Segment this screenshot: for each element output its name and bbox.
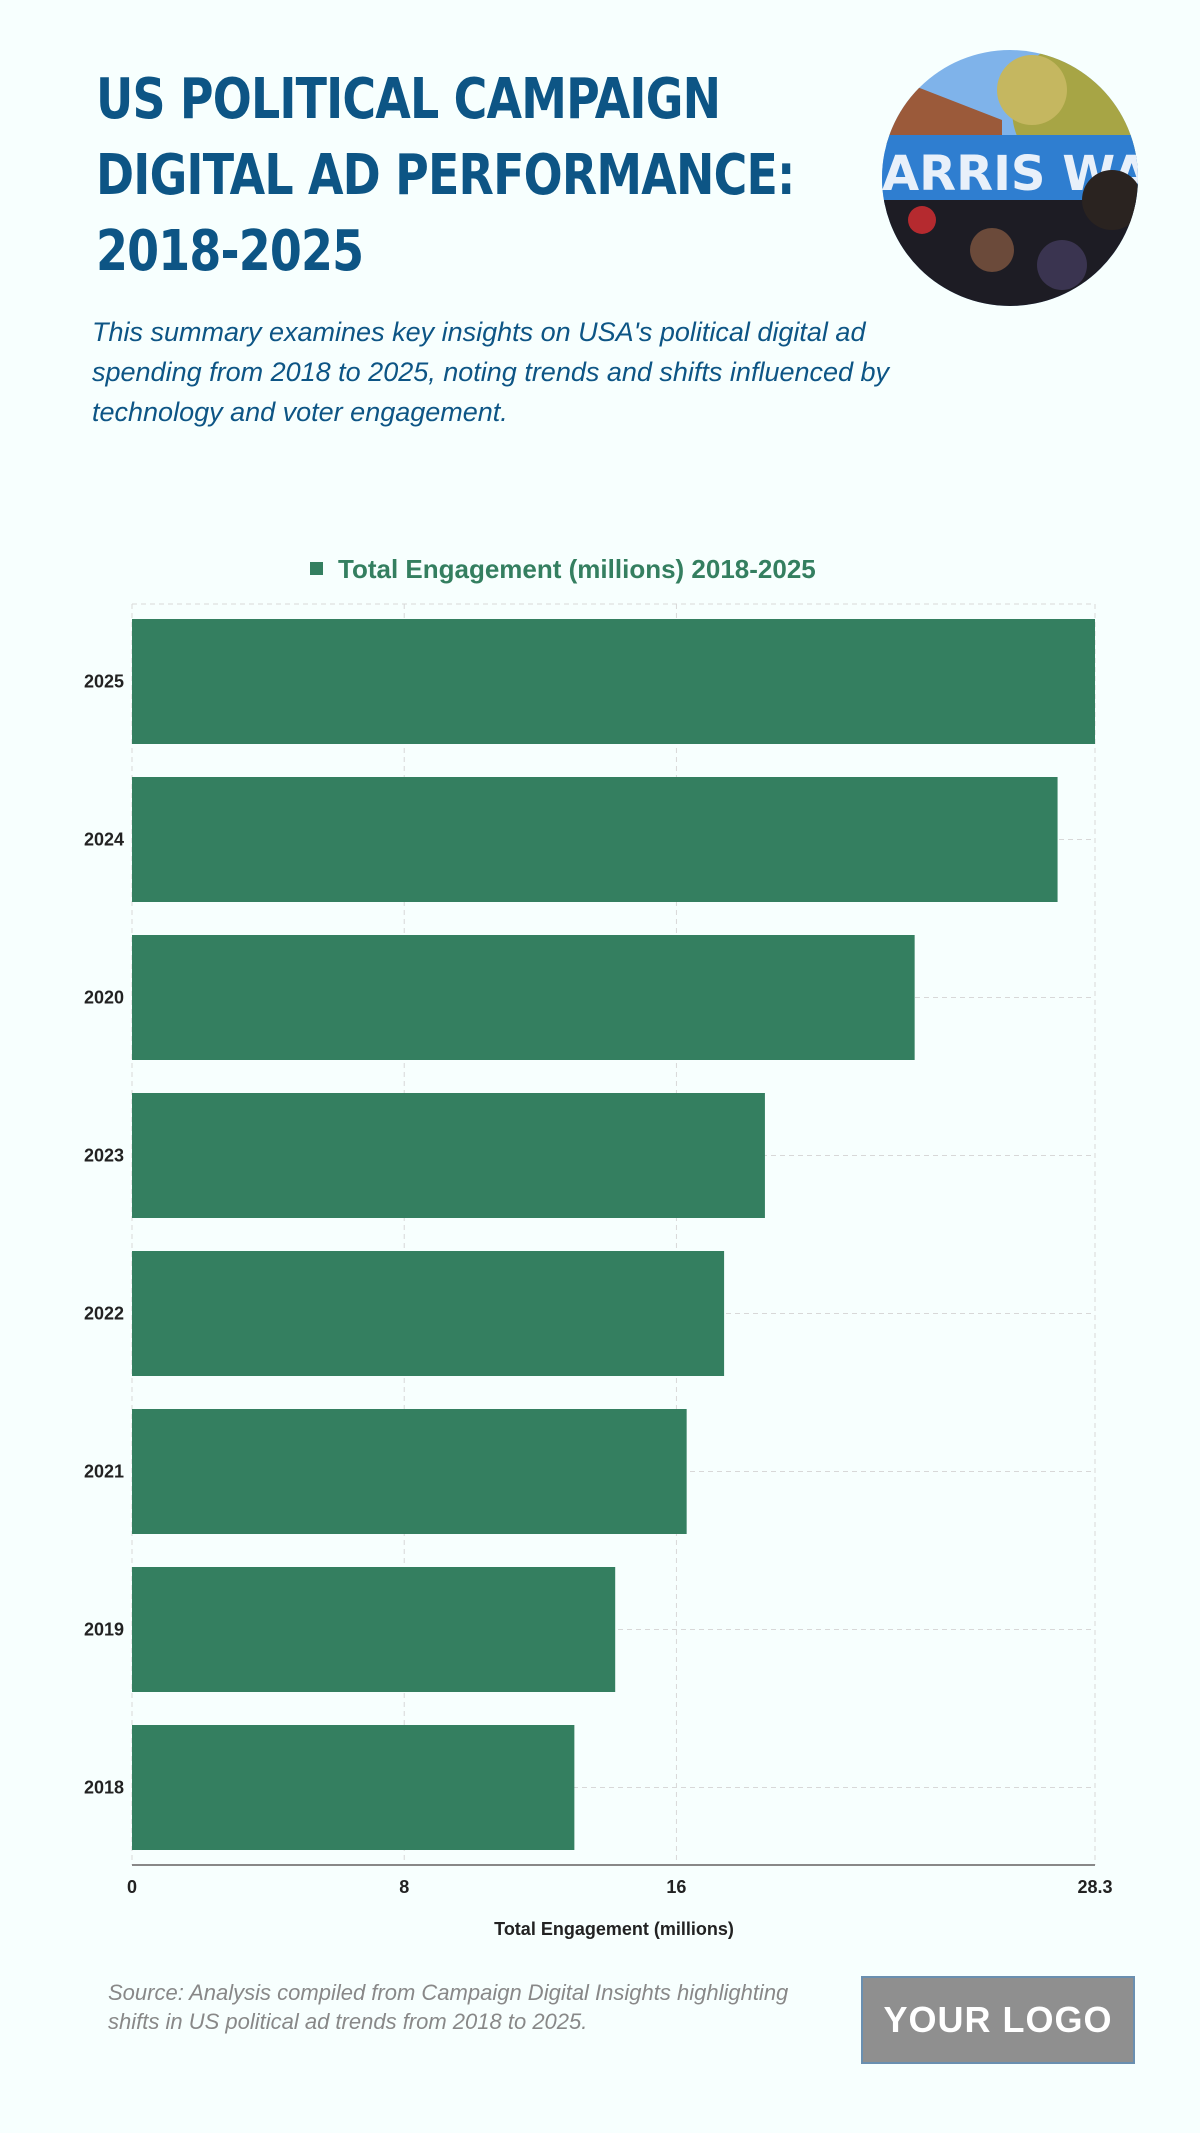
x-axis-title: Total Engagement (millions) [494,1919,734,1939]
y-tick-label: 2020 [84,988,124,1008]
bar-2021 [132,1409,687,1534]
bar-chart: Total Engagement (millions) 2018-2025 20… [84,554,1113,1939]
y-tick-label: 2021 [84,1462,124,1482]
x-tick-label: 16 [666,1877,686,1897]
legend-swatch [310,562,323,575]
x-tick-label: 8 [399,1877,409,1897]
x-tick-label: 28.3 [1077,1877,1112,1897]
source-note: Source: Analysis compiled from Campaign … [108,1980,789,2034]
page-title: US POLITICAL CAMPAIGN DIGITAL AD PERFORM… [96,67,795,284]
bar-2020 [132,935,915,1060]
logo-placeholder: YOUR LOGO [861,1976,1135,2064]
bar-2022 [132,1251,725,1376]
bar-2023 [132,1093,765,1218]
bar-2019 [132,1567,616,1692]
legend-label: Total Engagement (millions) 2018-2025 [338,554,816,584]
bar-2025 [132,619,1095,744]
bar-2024 [132,777,1058,902]
x-tick-label: 0 [127,1877,137,1897]
title-wrapper: US POLITICAL CAMPAIGN DIGITAL AD PERFORM… [96,62,886,290]
y-tick-label: 2022 [84,1304,124,1324]
chart-legend: Total Engagement (millions) 2018-2025 [310,554,816,584]
y-tick-label: 2024 [84,830,124,850]
campaign-rally-photo: ARRIS WALZ [882,50,1138,306]
y-tick-label: 2023 [84,1146,124,1166]
page-subtitle: This summary examines key insights on US… [92,317,890,427]
header: US POLITICAL CAMPAIGN DIGITAL AD PERFORM… [92,62,889,432]
y-tick-label: 2025 [84,672,124,692]
bar-2018 [132,1725,575,1850]
y-tick-label: 2018 [84,1778,124,1798]
y-tick-label: 2019 [84,1620,124,1640]
